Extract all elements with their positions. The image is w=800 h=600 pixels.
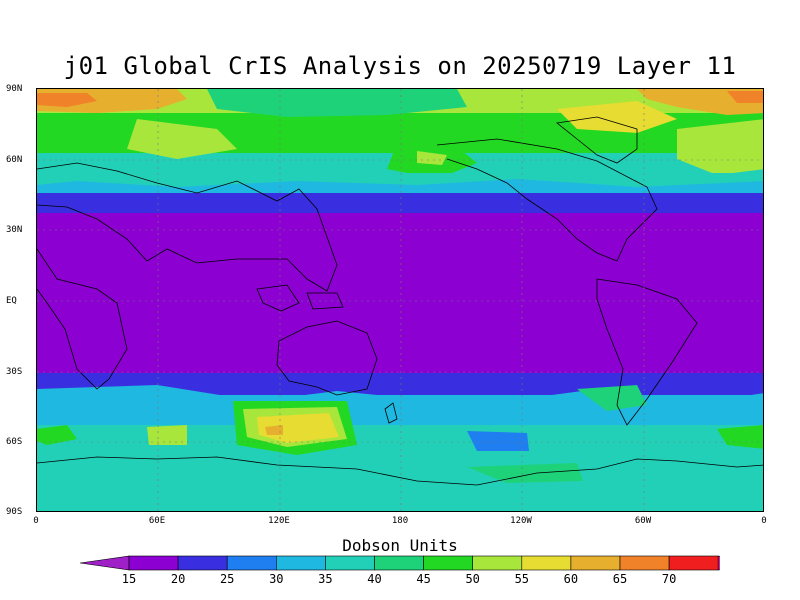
new-zealand: [384, 402, 398, 424]
south-orange-spot: [265, 425, 283, 435]
south-america-coast: [596, 278, 698, 426]
colorbar-arrow-high: [717, 555, 720, 571]
colorbar-cell: [570, 555, 621, 571]
colorbar-label: 40: [367, 572, 382, 586]
south-green-4: [717, 425, 763, 449]
ozone-map: [36, 88, 764, 512]
colorbar-title: Dobson Units: [342, 536, 458, 555]
eurasia-coast: [37, 162, 338, 292]
south-green-6: [577, 385, 647, 411]
colorbar-cell: [521, 555, 572, 571]
greenland-coast: [556, 116, 638, 164]
north-blue-wave: [37, 193, 763, 213]
lon-label-60w: 60W: [634, 516, 652, 526]
colorbar-cell: [423, 555, 474, 571]
south-yellow-1: [257, 413, 339, 443]
lon-label-0-east: 0: [761, 516, 767, 526]
colorbar-cell: [177, 555, 228, 571]
lat-label-30s: 30S: [6, 367, 23, 377]
maritime-continent: [256, 284, 344, 312]
colorbar-label: 35: [318, 572, 333, 586]
colorbar-label: 70: [661, 572, 677, 586]
colorbar-cell: [128, 555, 179, 571]
antarctica-coast: [37, 456, 763, 486]
lon-label-0: 0: [33, 516, 39, 526]
africa-coast: [37, 248, 128, 390]
lon-label-120e: 120E: [268, 516, 290, 526]
lon-label-120w: 120W: [510, 516, 532, 526]
colorbar-label: 55: [514, 572, 530, 586]
lat-label-90n: 90N: [6, 84, 23, 94]
colorbar-cell: [226, 555, 277, 571]
australia-coast: [276, 320, 378, 396]
lon-label-60e: 60E: [148, 516, 166, 526]
lat-label-30n: 30N: [6, 225, 23, 235]
south-green-2: [147, 425, 187, 445]
band-tropics: [37, 213, 763, 373]
colorbar-cell: [472, 555, 523, 571]
graticule: [37, 89, 763, 511]
arctic-lightgreen-west: [127, 119, 237, 159]
map-canvas: [37, 89, 763, 511]
colorbar-label: 20: [170, 572, 186, 586]
lat-label-90s: 90S: [6, 507, 23, 517]
colorbar-label: 60: [563, 572, 579, 586]
colorbar-label: 50: [465, 572, 480, 586]
north-cyan-wave: [37, 173, 763, 187]
colorbar-label: 15: [121, 572, 137, 586]
south-cyan-lobes: [37, 385, 763, 405]
arctic-green-mid: [207, 89, 467, 117]
colorbar-cell: [276, 555, 326, 571]
lon-label-180: 180: [391, 516, 409, 526]
coastlines: [37, 116, 763, 486]
map-title: j01 Global CrIS Analysis on 20250719 Lay…: [63, 52, 737, 80]
colorbar-label: 25: [219, 572, 235, 586]
south-green-5: [467, 463, 583, 483]
colorbar-cell: [325, 555, 375, 571]
colorbar-cell: [619, 555, 670, 571]
colorbar-label: 45: [416, 572, 431, 586]
north-america-coast: [436, 138, 658, 262]
colorbar-cell: [374, 555, 424, 571]
arctic-lightgreen-east: [677, 119, 763, 175]
south-green-3: [37, 425, 77, 445]
colorbar-label: 65: [612, 572, 628, 586]
arctic-yellow-east: [557, 101, 677, 133]
arctic-peak-west: [37, 93, 97, 107]
lat-label-60n: 60N: [6, 155, 23, 165]
band-south-subpolar: [37, 425, 763, 511]
south-blue-spot: [467, 431, 529, 451]
colorbar-label: 30: [269, 572, 284, 586]
colorbar-arrow-low: [80, 555, 130, 571]
colorbar: [80, 555, 720, 571]
lat-label-eq: EQ: [6, 296, 17, 306]
lat-label-60s: 60S: [6, 437, 23, 447]
north-pacific-yellow: [417, 151, 447, 165]
colorbar-cell: [668, 555, 719, 571]
arctic-peak-east: [727, 91, 763, 103]
